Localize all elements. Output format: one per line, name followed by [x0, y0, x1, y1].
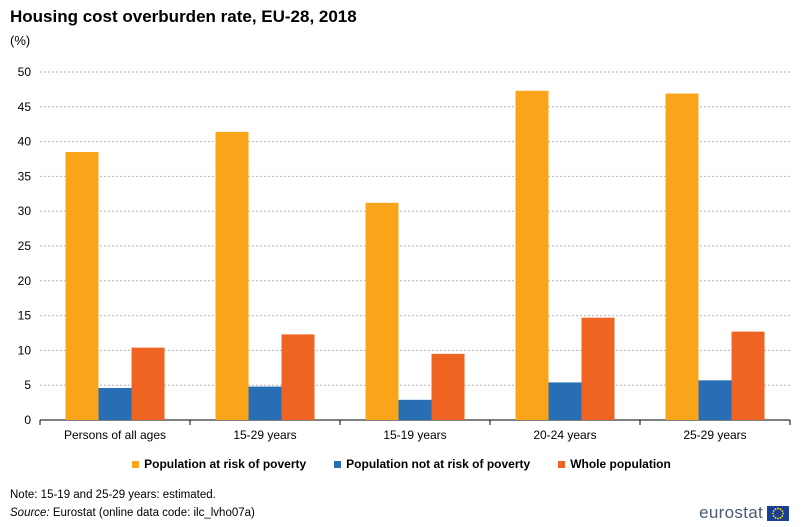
- y-tick-label: 45: [18, 100, 32, 114]
- legend-label-at-risk: Population at risk of poverty: [144, 457, 307, 471]
- legend-item-at-risk: Population at risk of poverty: [132, 457, 306, 471]
- bar: [248, 386, 282, 420]
- bar: [515, 90, 549, 421]
- bar: [98, 387, 132, 420]
- source-text: Eurostat (online data code: ilc_lvho07a): [52, 507, 255, 519]
- x-tick-label: 20-24 years: [533, 428, 596, 442]
- legend-item-whole: Whole population: [558, 457, 671, 471]
- legend-swatch-whole: [558, 460, 566, 468]
- y-tick-label: 40: [18, 135, 32, 149]
- bar: [431, 353, 465, 420]
- chart-legend: Population at risk of poverty Population…: [0, 457, 803, 471]
- bar: [215, 131, 249, 420]
- chart-note: Note: 15-19 and 25-29 years: estimated.: [10, 489, 216, 501]
- y-tick-label: 35: [18, 169, 32, 183]
- y-tick-label: 50: [18, 65, 32, 79]
- legend-swatch-at-risk: [132, 460, 140, 468]
- eu-flag-icon: [767, 505, 789, 521]
- bar: [365, 202, 399, 420]
- y-tick-label: 0: [24, 413, 31, 427]
- bar: [281, 334, 315, 420]
- x-tick-label: Persons of all ages: [64, 428, 166, 442]
- chart-title: Housing cost overburden rate, EU-28, 201…: [10, 7, 357, 26]
- bar: [398, 399, 432, 420]
- eurostat-logo: eurostat: [699, 503, 789, 523]
- bar: [731, 331, 765, 420]
- x-tick-label: 15-19 years: [383, 428, 446, 442]
- y-tick-label: 10: [18, 343, 32, 357]
- legend-label-whole: Whole population: [570, 457, 671, 471]
- logo-text: eurostat: [699, 503, 763, 522]
- y-tick-label: 30: [18, 204, 32, 218]
- bar: [65, 152, 99, 421]
- x-tick-label: 15-29 years: [233, 428, 296, 442]
- y-tick-label: 20: [18, 274, 32, 288]
- y-tick-label: 5: [24, 378, 31, 392]
- x-tick-label: 25-29 years: [683, 428, 746, 442]
- bar: [698, 380, 732, 420]
- chart-source: Source: Eurostat (online data code: ilc_…: [10, 507, 255, 519]
- bar-chart: 0 5 10 15 20 25 30 35 40 45 50 Persons of all ages 1…: [18, 65, 791, 442]
- legend-swatch-not-at-risk: [334, 460, 342, 468]
- legend-item-not-at-risk: Population not at risk of poverty: [334, 457, 530, 471]
- bar: [665, 93, 699, 421]
- bar: [548, 382, 582, 420]
- y-tick-label: 15: [18, 309, 32, 323]
- source-label: Source:: [10, 507, 50, 519]
- bar: [581, 317, 615, 420]
- chart-unit: (%): [10, 33, 31, 48]
- legend-label-not-at-risk: Population not at risk of poverty: [346, 457, 531, 471]
- y-tick-label: 25: [18, 239, 32, 253]
- bar: [131, 347, 165, 420]
